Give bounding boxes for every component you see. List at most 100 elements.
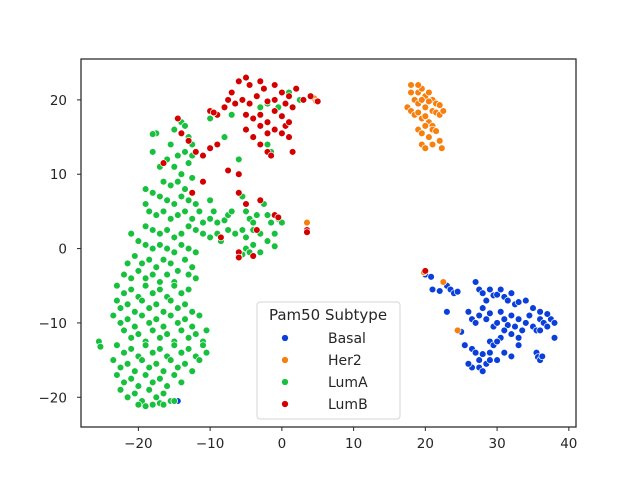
point-luma-14: [177, 170, 186, 178]
point-basal-8: [443, 308, 451, 316]
point-luma-102: [156, 278, 164, 286]
point-luma-2: [170, 125, 179, 134]
x-tick-label: 30: [488, 436, 505, 452]
point-lumb-14: [231, 99, 239, 108]
point-luma-51: [253, 211, 261, 219]
point-her2-35: [438, 144, 446, 152]
point-lumb-50: [177, 129, 186, 138]
point-luma-7: [174, 151, 182, 160]
point-basal-44: [525, 311, 534, 320]
point-luma-64: [192, 226, 200, 234]
point-lumb-52: [159, 159, 168, 167]
point-lumb-35: [249, 133, 257, 141]
y-tick-label: 0: [58, 242, 67, 258]
point-her2-40: [303, 218, 311, 227]
point-luma-158: [177, 326, 186, 335]
point-luma-26: [170, 200, 179, 208]
point-luma-24: [156, 192, 164, 201]
point-luma-36: [181, 207, 189, 216]
point-luma-184: [145, 363, 153, 372]
point-luma-23: [148, 189, 157, 197]
point-luma-124: [184, 285, 193, 294]
plot-frame: [80, 58, 577, 428]
point-lumb-28: [256, 111, 265, 119]
point-luma-159: [184, 334, 193, 342]
point-luma-203: [123, 393, 132, 402]
point-lumb-59: [256, 196, 265, 205]
point-luma-179: [109, 356, 118, 364]
x-tick-label: −10: [196, 436, 225, 452]
point-luma-137: [109, 311, 118, 320]
point-luma-84: [177, 241, 186, 249]
x-tick-label: −20: [124, 436, 153, 452]
point-luma-58: [148, 226, 157, 234]
point-basal-69: [471, 348, 480, 357]
point-basal-77: [464, 360, 473, 368]
point-luma-127: [123, 300, 132, 309]
point-luma-81: [156, 241, 164, 249]
point-basal-41: [514, 315, 523, 323]
point-luma-198: [156, 374, 164, 383]
x-tick-label: 20: [417, 436, 434, 452]
point-lumb-40: [285, 133, 293, 141]
point-luma-180: [116, 363, 125, 372]
point-lumb-48: [192, 148, 200, 156]
point-luma-195: [134, 382, 143, 390]
point-luma-63: [184, 222, 193, 231]
point-luma-125: [113, 296, 121, 305]
point-luma-183: [138, 356, 146, 364]
point-her2-22: [421, 112, 430, 120]
point-lumb-2: [242, 73, 250, 82]
point-luma-27: [177, 192, 186, 201]
point-basal-64: [507, 352, 516, 361]
point-luma-164: [96, 342, 105, 351]
point-basal-73: [486, 356, 494, 364]
point-lumb-12: [313, 97, 322, 106]
point-luma-65: [199, 229, 207, 238]
point-lumb-13: [224, 96, 232, 104]
legend-marker-basal: [281, 334, 289, 342]
point-luma-34: [166, 215, 175, 223]
legend-marker-luma: [281, 378, 289, 386]
point-basal-33: [486, 309, 494, 318]
point-lumb-47: [199, 151, 207, 160]
point-luma-60: [163, 226, 171, 234]
point-luma-201: [177, 378, 186, 387]
point-lumb-26: [242, 111, 250, 119]
point-luma-116: [127, 285, 135, 294]
point-luma-146: [174, 319, 182, 327]
point-lumb-25: [209, 108, 218, 117]
point-luma-110: [249, 241, 257, 249]
point-luma-129: [138, 296, 146, 305]
point-basal-17: [493, 290, 501, 299]
point-luma-86: [192, 248, 200, 257]
point-luma-83: [170, 248, 179, 257]
point-her2-16: [439, 107, 448, 115]
point-luma-160: [192, 330, 200, 338]
point-luma-4: [181, 122, 189, 130]
point-luma-13: [170, 163, 179, 171]
point-lumb-21: [288, 103, 297, 112]
point-luma-57: [141, 222, 150, 231]
point-lumb-56: [188, 189, 196, 197]
point-basal-59: [514, 341, 523, 349]
point-basal-49: [543, 322, 552, 331]
point-her2-37: [407, 88, 415, 97]
point-lumb-11: [306, 92, 315, 100]
point-lumb-17: [253, 92, 261, 100]
point-lumb-53: [224, 166, 232, 175]
point-luma-105: [184, 270, 193, 279]
point-her2-0: [407, 81, 415, 89]
point-lumb-10: [299, 96, 308, 104]
point-basal-24: [522, 296, 530, 305]
point-lumb-4: [256, 77, 265, 86]
point-luma-156: [163, 330, 171, 338]
point-luma-144: [159, 322, 168, 331]
point-luma-142: [145, 319, 153, 327]
point-lumb-65: [235, 253, 243, 262]
point-luma-171: [156, 345, 164, 353]
y-tick-label: 10: [50, 167, 67, 183]
point-luma-30: [141, 200, 150, 208]
point-luma-85: [184, 244, 193, 253]
point-luma-215: [170, 397, 179, 405]
